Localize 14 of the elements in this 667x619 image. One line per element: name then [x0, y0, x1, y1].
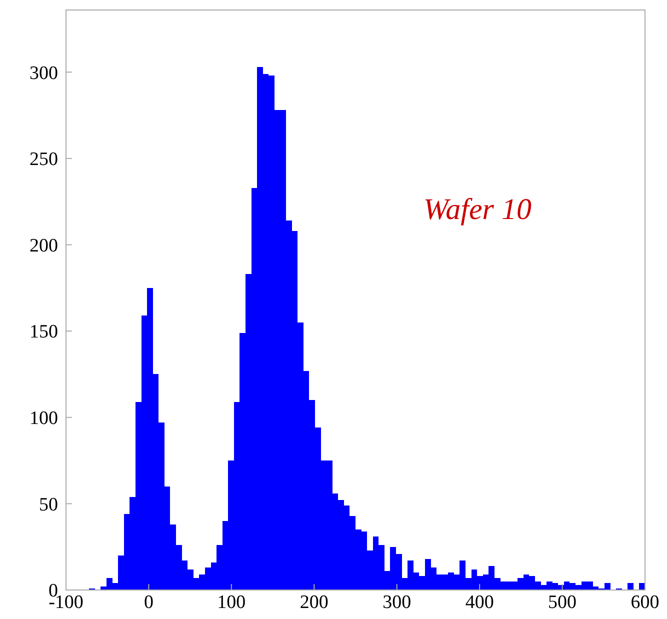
y-tick-label: 300 [30, 62, 58, 84]
x-tick-label: 400 [465, 592, 494, 613]
y-tick-label: 50 [39, 494, 58, 516]
x-tick-label: 300 [382, 592, 412, 613]
y-tick-label: 100 [30, 408, 58, 430]
x-tick-label: 200 [300, 592, 328, 613]
annotation: Wafer 10 [423, 192, 532, 226]
y-tick-label: 150 [30, 322, 58, 343]
x-tick-label: 600 [630, 592, 660, 613]
x-tick-label: 0 [144, 592, 154, 613]
x-tick-label: 100 [217, 592, 246, 613]
y-tick-label: 250 [30, 149, 58, 170]
x-tick-label: 500 [548, 592, 577, 613]
y-tick-label: 200 [30, 235, 58, 256]
